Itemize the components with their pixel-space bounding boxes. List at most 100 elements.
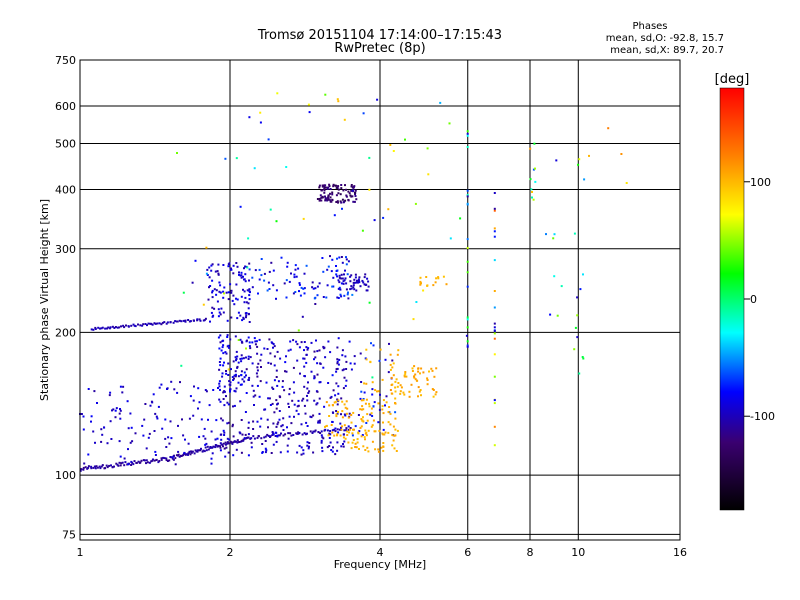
data-point [242,288,244,291]
data-point [328,437,331,439]
data-point [118,461,121,464]
data-point [93,465,96,468]
data-point [294,291,297,293]
data-point [552,237,555,240]
data-point [242,439,245,442]
data-point [348,192,351,195]
data-point [200,418,203,421]
data-point [115,407,118,410]
data-point [189,320,192,323]
data-point [391,359,394,362]
data-point [365,289,368,292]
data-point [222,429,225,432]
data-point [327,186,330,189]
data-point [108,394,111,397]
chart-subtitle: RwPretec (8p) [334,41,425,56]
data-point [240,374,243,376]
data-point [110,438,113,440]
data-point [333,428,336,431]
data-point [219,357,222,360]
data-point [394,428,397,431]
data-point [302,452,305,455]
data-point [246,266,249,269]
y-tick-label: 750 [55,54,76,67]
data-point [337,188,340,191]
data-point [212,445,215,448]
data-point [187,452,190,455]
data-point [340,256,343,258]
data-point [221,346,224,349]
data-point [392,150,395,152]
data-point [346,293,349,296]
data-point [253,337,256,340]
data-point [211,291,214,294]
data-point [218,290,221,293]
data-point [199,319,202,322]
data-point [219,284,222,287]
data-point [340,295,343,298]
data-point [254,394,257,397]
data-point [119,464,122,467]
data-point [344,355,347,358]
data-point [312,414,315,417]
data-point [247,358,250,360]
data-point [368,301,371,304]
data-point [466,345,469,348]
data-point [153,430,156,432]
data-point [302,357,305,360]
data-point [459,217,462,220]
data-point [243,301,246,304]
data-point [251,341,254,344]
data-point [394,411,397,414]
data-point [285,166,288,168]
data-point [351,186,354,189]
data-point [330,424,333,426]
data-point [151,323,154,326]
data-point [372,344,375,347]
data-point [576,314,579,317]
data-point [362,416,364,419]
data-point [294,268,297,271]
data-point [350,285,353,288]
data-point [317,420,320,423]
data-point [219,400,222,403]
data-point [371,388,374,391]
data-point [381,408,384,411]
data-point [146,324,148,327]
data-point [316,373,319,376]
data-point [289,432,292,435]
data-point [305,421,308,424]
data-point [345,256,347,259]
data-point [234,356,237,359]
data-point [354,442,357,445]
data-point [359,408,362,411]
data-point [318,419,321,422]
data-point [170,437,173,440]
data-point [342,282,345,285]
data-point [230,316,233,319]
data-point [379,348,382,351]
data-point [276,403,278,406]
data-point [340,184,343,186]
data-point [96,402,98,404]
data-point [168,442,171,445]
data-point [417,367,420,370]
data-point [339,288,342,291]
data-point [245,368,248,371]
data-point [297,413,300,416]
data-point [261,443,264,445]
data-point [306,425,309,427]
data-point [260,274,263,277]
data-point [121,391,124,394]
data-point [425,276,428,278]
data-point [387,431,390,434]
data-point [387,208,390,211]
data-point [213,307,216,310]
data-point [372,405,375,408]
data-point [272,433,275,436]
data-point [331,429,334,432]
data-point [166,387,169,390]
data-point [387,371,390,374]
data-point [239,400,242,403]
data-point [188,450,191,453]
